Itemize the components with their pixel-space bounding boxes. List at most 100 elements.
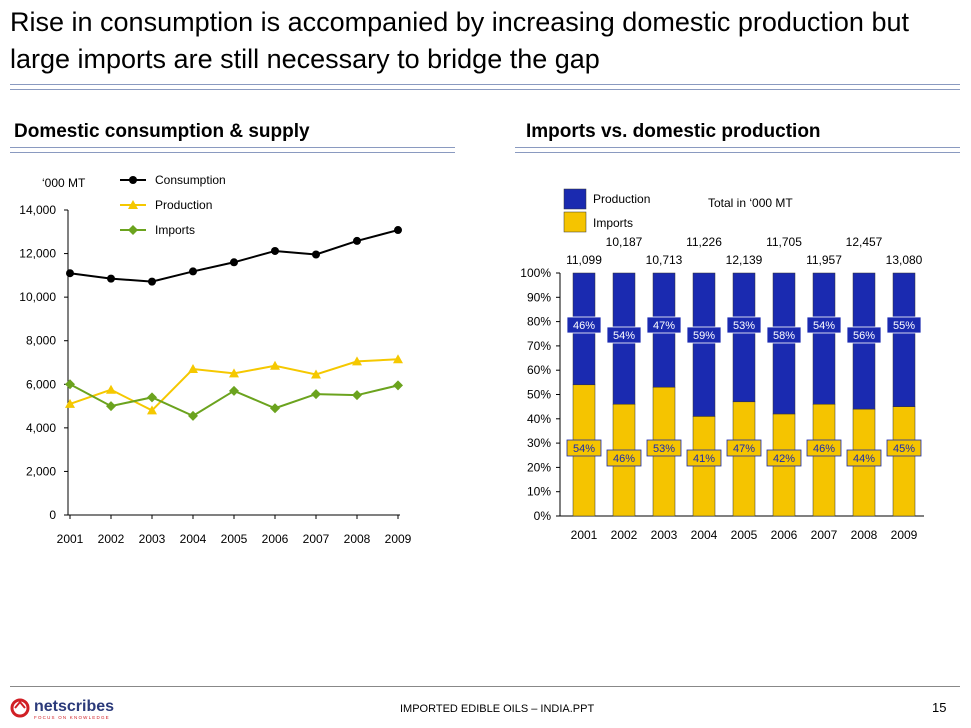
- data-point-production: [65, 398, 75, 408]
- y-tick-label: 8,000: [26, 334, 56, 348]
- y-tick-label: 10%: [527, 485, 551, 499]
- production-label-box: [646, 316, 682, 334]
- data-point-production: [229, 368, 239, 378]
- legend-label-consumption: Consumption: [155, 173, 226, 187]
- total-label: 12,139: [726, 253, 763, 267]
- y-tick-label: 20%: [527, 460, 551, 474]
- x-tick-label: 2002: [98, 532, 125, 546]
- y-tick-label: 30%: [527, 436, 551, 450]
- x-tick-label: 2005: [221, 532, 248, 546]
- y-tick-label: 10,000: [19, 290, 56, 304]
- x-tick-label: 2006: [771, 528, 798, 542]
- data-point-imports: [65, 379, 75, 390]
- data-point-imports: [147, 392, 157, 403]
- data-point-imports: [352, 390, 362, 401]
- imports-label-box: [686, 449, 722, 467]
- right-section-divider: [515, 147, 960, 153]
- footer-text: IMPORTED EDIBLE OILS – INDIA.PPT: [400, 703, 595, 715]
- data-point-production: [311, 369, 321, 379]
- data-point-consumption: [66, 269, 74, 278]
- y-tick-label: 14,000: [19, 203, 56, 217]
- imports-data-label: 54%: [573, 443, 595, 455]
- data-point-production: [393, 354, 403, 364]
- x-tick-label: 2007: [811, 528, 838, 542]
- imports-label-box: [886, 439, 922, 457]
- legend-label-imports: Imports: [155, 223, 195, 237]
- stacked-bar-chart: 0% 10% 20% 30% 40% 50% 60% 70% 80% 90% 100% 54% 46% 1…: [520, 188, 924, 542]
- data-point-consumption: [148, 277, 156, 286]
- production-data-label: 58%: [773, 330, 795, 342]
- y-tick-label: 100%: [520, 266, 551, 280]
- production-data-label: 53%: [733, 320, 755, 332]
- x-tick-label: 2003: [139, 532, 166, 546]
- imports-label-box: [646, 439, 682, 457]
- production-data-label: 54%: [613, 330, 635, 342]
- legend-swatch-imports: [563, 211, 587, 233]
- x-tick-label: 2005: [731, 528, 758, 542]
- y-tick-label: 70%: [527, 339, 551, 353]
- y-tick-label: 80%: [527, 315, 551, 329]
- total-annotation: Total in ‘000 MT: [708, 196, 793, 210]
- imports-data-label: 46%: [613, 453, 635, 465]
- total-label: 10,187: [606, 235, 643, 249]
- data-point-consumption: [230, 258, 238, 267]
- bar-imports: [732, 401, 756, 517]
- x-tick-label: 2008: [344, 532, 371, 546]
- left-section-divider: [10, 147, 455, 153]
- legend-label-production: Production: [155, 198, 212, 212]
- total-label: 11,957: [806, 253, 842, 267]
- x-tick-label: 2007: [303, 532, 330, 546]
- production-label-box: [566, 316, 602, 334]
- production-label-box: [846, 326, 882, 344]
- imports-data-label: 47%: [733, 443, 755, 455]
- legend-marker-consumption: [129, 176, 137, 184]
- y-tick-label: 2,000: [26, 464, 56, 478]
- y-tick-label: 40%: [527, 412, 551, 426]
- production-label-box: [686, 326, 722, 344]
- data-point-production: [147, 405, 157, 415]
- data-point-consumption: [271, 246, 279, 255]
- imports-data-label: 46%: [813, 443, 835, 455]
- total-label: 11,226: [686, 235, 722, 249]
- imports-label-box: [566, 439, 602, 457]
- data-point-imports: [270, 403, 280, 414]
- y-tick-label: 90%: [527, 290, 551, 304]
- left-section-title: Domestic consumption & supply: [14, 121, 310, 142]
- production-data-label: 55%: [893, 320, 915, 332]
- legend-label-production: Production: [593, 192, 650, 206]
- title-divider: [10, 84, 960, 90]
- footer-divider: [10, 686, 960, 687]
- x-tick-label: 2002: [611, 528, 638, 542]
- x-tick-label: 2006: [262, 532, 289, 546]
- imports-data-label: 45%: [893, 443, 915, 455]
- bar-production: [812, 272, 836, 405]
- data-point-production: [106, 384, 116, 394]
- production-data-label: 56%: [853, 330, 875, 342]
- production-data-label: 54%: [813, 320, 835, 332]
- production-data-label: 46%: [573, 320, 595, 332]
- netscribes-logo: netscribes FOCUS ON KNOWLEDGE: [10, 698, 114, 720]
- imports-label-box: [766, 449, 802, 467]
- imports-label-box: [726, 439, 762, 457]
- production-label-box: [766, 326, 802, 344]
- legend-label-imports: Imports: [593, 216, 633, 230]
- imports-data-label: 53%: [653, 443, 675, 455]
- x-tick-label: 2001: [57, 532, 84, 546]
- legend-marker-imports: [128, 225, 138, 235]
- data-point-consumption: [107, 274, 115, 283]
- unit-label: ‘000 MT: [42, 176, 86, 190]
- x-tick-label: 2009: [385, 532, 412, 546]
- total-label: 11,705: [766, 235, 802, 249]
- slide-title: Rise in consumption is accompanied by in…: [10, 7, 909, 74]
- production-label-box: [886, 316, 922, 334]
- imports-label-box: [846, 449, 882, 467]
- data-point-imports: [106, 401, 116, 412]
- logo-tagline: FOCUS ON KNOWLEDGE: [34, 715, 110, 720]
- imports-data-label: 42%: [773, 453, 795, 465]
- bar-production: [892, 272, 916, 407]
- data-point-production: [270, 360, 280, 370]
- bar-production: [692, 272, 716, 417]
- y-tick-label: 4,000: [26, 421, 56, 435]
- x-tick-label: 2008: [851, 528, 878, 542]
- series-line-consumption: [69, 229, 399, 283]
